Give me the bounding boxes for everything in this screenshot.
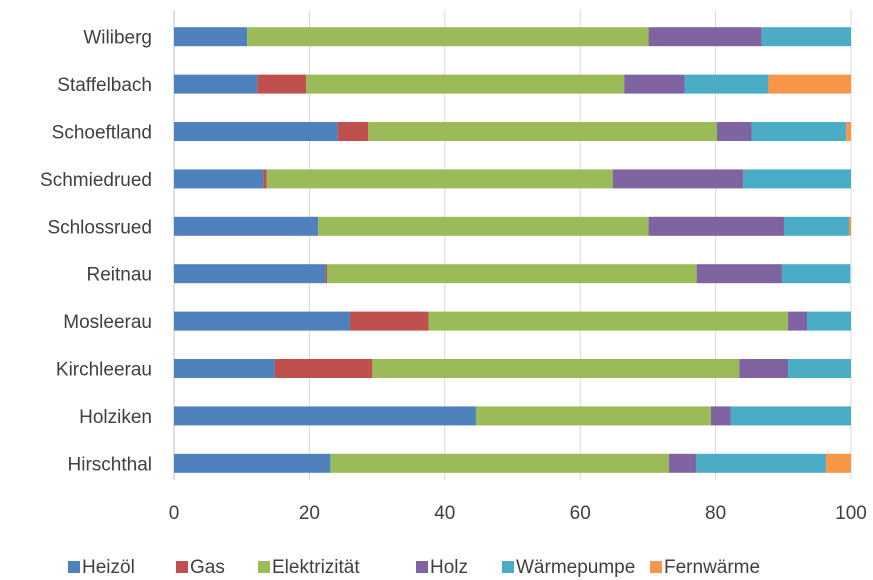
bar-schmiedrued-0 <box>174 169 264 189</box>
bar-kirchleerau-4 <box>788 359 851 378</box>
bar-schoeftland-2 <box>368 122 717 141</box>
bar-schlossrued-2 <box>318 216 649 236</box>
legend-label: Heizöl <box>82 557 135 578</box>
bar-reitnau-1 <box>325 264 328 284</box>
bar-kirchleerau-1 <box>274 359 373 378</box>
bar-holziken-2 <box>475 406 711 426</box>
bar-mosleerau-0 <box>174 311 351 331</box>
bar-schoeftland-1 <box>337 122 369 141</box>
bar-staffelbach-0 <box>174 74 258 94</box>
bar-mosleerau-3 <box>788 311 807 331</box>
category-label: Schoeftland <box>52 123 152 144</box>
legend-swatch <box>68 561 80 573</box>
bar-schmiedrued-2 <box>266 169 613 189</box>
category-label: Mosleerau <box>63 312 152 333</box>
bar-staffelbach-2 <box>306 74 625 94</box>
x-tick-label: 40 <box>434 503 455 524</box>
bar-schoeftland-0 <box>174 122 338 141</box>
legend-swatch <box>650 561 662 573</box>
legend-swatch <box>258 561 270 573</box>
bar-wiliberg-2 <box>247 27 649 47</box>
legend-swatch <box>176 561 188 573</box>
bar-mosleerau-1 <box>350 311 429 331</box>
x-tick-label: 0 <box>169 503 180 524</box>
bar-wiliberg-3 <box>648 27 762 47</box>
bar-schmiedrued-1 <box>263 169 267 189</box>
category-label: Reitnau <box>87 265 153 286</box>
bar-wiliberg-4 <box>761 27 851 47</box>
category-label: Schmiedrued <box>40 170 152 191</box>
bar-mosleerau-2 <box>428 311 789 331</box>
bar-hirschthal-4 <box>695 453 826 473</box>
bar-holziken-4 <box>730 406 851 426</box>
x-tick-label: 80 <box>705 503 726 524</box>
bar-staffelbach-3 <box>624 74 685 94</box>
bar-hirschthal-2 <box>330 453 669 473</box>
legend-swatch <box>502 561 514 573</box>
legend-label: Holz <box>430 557 468 578</box>
legend-label: Fernwärme <box>664 557 760 578</box>
bar-holziken-3 <box>710 406 731 426</box>
bar-hirschthal-0 <box>174 453 331 473</box>
bar-mosleerau-4 <box>806 311 851 331</box>
bar-schmiedrued-3 <box>612 169 744 189</box>
bar-schlossrued-4 <box>783 216 849 236</box>
category-label: Holziken <box>79 407 152 428</box>
category-label: Hirschthal <box>68 454 152 475</box>
bar-staffelbach-1 <box>257 74 307 94</box>
legend-label: Gas <box>190 557 225 578</box>
bar-schlossrued-5 <box>848 216 851 236</box>
bar-kirchleerau-2 <box>372 359 740 378</box>
bar-schoeftland-5 <box>846 122 851 141</box>
legend-label: Wärmepumpe <box>516 557 635 578</box>
bar-reitnau-4 <box>781 264 851 284</box>
x-tick-label: 100 <box>835 503 867 524</box>
bar-schoeftland-4 <box>751 122 847 141</box>
bars <box>174 27 851 473</box>
x-tick-label: 60 <box>570 503 591 524</box>
bar-wiliberg-0 <box>174 27 248 47</box>
legend-swatch <box>416 561 428 573</box>
bar-kirchleerau-3 <box>739 359 789 378</box>
category-labels: Wiliberg Staffelbach Schoeftland Schmiedrue… <box>40 28 152 476</box>
bar-reitnau-2 <box>327 264 697 284</box>
bar-reitnau-3 <box>696 264 782 284</box>
bar-hirschthal-3 <box>668 453 696 473</box>
category-label: Wiliberg <box>83 28 152 49</box>
bar-holziken-0 <box>174 406 476 426</box>
category-label: Schlossrued <box>47 217 152 238</box>
legend-label: Elektrizität <box>272 557 360 578</box>
bar-hirschthal-5 <box>825 453 851 473</box>
legend: Heizöl Gas Elektrizität Holz Wärmepumpe Fernw… <box>68 557 760 578</box>
category-label: Kirchleerau <box>56 360 152 381</box>
bar-schoeftland-3 <box>716 122 752 141</box>
bar-staffelbach-4 <box>684 74 769 94</box>
category-label: Staffelbach <box>57 75 152 96</box>
bar-staffelbach-5 <box>768 74 851 94</box>
bar-kirchleerau-0 <box>174 359 275 378</box>
bar-schlossrued-3 <box>648 216 784 236</box>
bar-schlossrued-0 <box>174 216 319 236</box>
bar-schmiedrued-4 <box>743 169 851 189</box>
x-tick-labels: 0 20 40 60 80 100 <box>169 503 867 524</box>
x-tick-label: 20 <box>299 503 320 524</box>
bar-reitnau-0 <box>174 264 326 284</box>
